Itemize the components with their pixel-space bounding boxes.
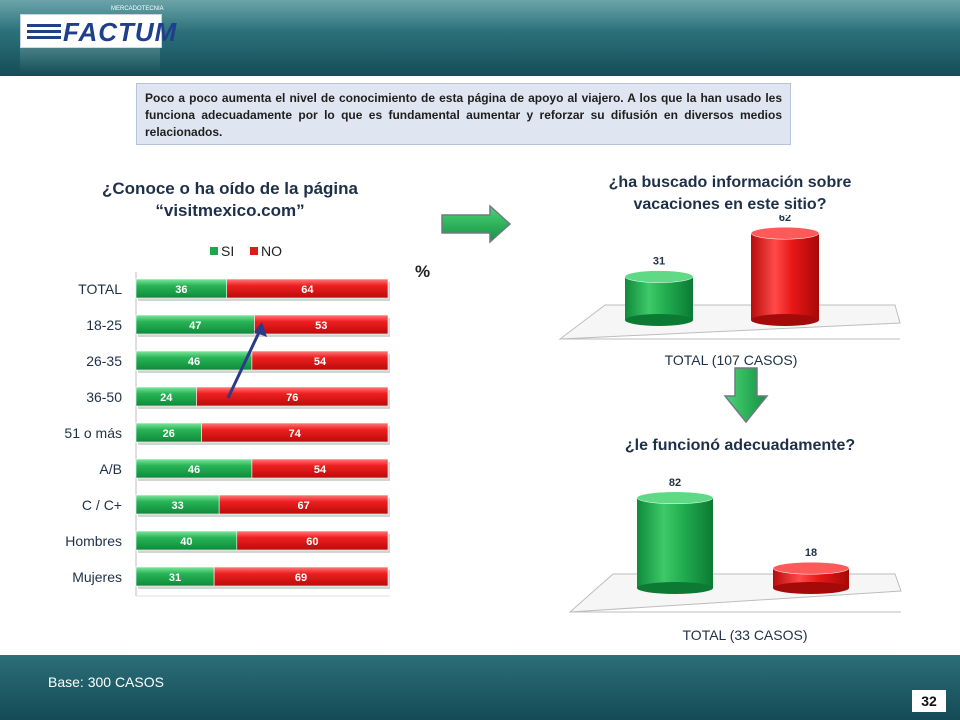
data-label-si: 33 [171,500,183,512]
category-label: Mujeres [72,569,122,585]
data-label-no: 62 [779,215,791,224]
right-question-2: ¿le funcionó adecuadamente? [624,437,856,454]
data-label-si: 46 [188,464,200,476]
down-arrow-icon [723,367,769,424]
bar-si [625,276,693,320]
right-question-1: ¿ha buscado información sobre vacaciones… [560,172,900,216]
data-label-no: 64 [301,284,314,296]
legend-swatch-si [210,247,218,255]
category-label: TOTAL [78,281,122,297]
data-label-no: 76 [286,392,298,404]
trend-arrow-icon [254,322,267,337]
logo-text: FACTUM [63,17,178,47]
data-label-si: 40 [180,536,192,548]
logo-stripe [27,24,61,27]
bar-top [750,226,820,240]
bar-no [201,422,389,443]
data-label-no: 18 [805,547,817,559]
data-label-si: 31 [169,572,181,584]
data-label-no: 67 [297,500,309,512]
bar-base [773,582,849,594]
bar-si [637,497,713,588]
data-label-no: 60 [306,536,318,548]
bar-no [196,386,389,407]
base-text: Base: 300 CASOS [48,674,164,690]
data-label-no: 53 [315,320,327,332]
logo-tagline: MERCADOTECNIA [111,6,164,12]
left-question-line2: “visitmexico.com” [155,201,305,220]
data-label-si: 31 [653,256,665,268]
category-label: 26-35 [86,353,122,369]
chart-floor [568,573,902,613]
page-number: 32 [912,690,946,712]
footer-bar [0,655,960,720]
chart-floor [558,304,901,340]
stacked-bars: TOTAL 36 64 18-25 47 53 26-35 46 54 36-50 24 76 51 o… [64,278,390,589]
bar-no [251,458,389,479]
data-label-si: 47 [189,320,201,332]
data-label-si: 82 [669,477,681,489]
logo-stripe [27,36,61,39]
data-label-si: 46 [188,356,200,368]
left-question-line1: ¿Conoce o ha oído de la página [102,179,358,198]
percent-label: % [415,262,431,281]
bar-top [624,270,694,283]
trend-arrow-line [226,325,264,399]
category-label: Hombres [65,533,122,549]
right-question-1-line2: vacaciones en este sitio? [633,196,827,213]
legend-label-no: NO [261,243,282,259]
data-label-no: 54 [314,464,327,476]
category-label: 18-25 [86,317,122,333]
bar-no [751,233,819,320]
legend: SI NO [210,243,282,259]
bar-base [625,314,693,326]
bar-no [226,278,389,299]
bar-top [636,491,714,505]
search-info-bar-chart: 31 62 TOTAL (107 CASOS) [558,215,901,368]
bar-no [218,494,389,515]
legend-label-si: SI [221,243,234,259]
factum-logo: FACTUM MERCADOTECNIA [20,6,176,48]
left-question: ¿Conoce o ha oído de la página “visitmex… [60,178,400,222]
category-label: 51 o más [64,425,122,441]
category-label: C / C+ [82,497,122,513]
category-label: 36-50 [86,389,122,405]
bar-top [772,561,850,575]
chart-axis-label: TOTAL (33 CASOS) [683,627,808,643]
awareness-stacked-bar-chart: SI NO TOTAL 36 64 18-25 47 53 26-35 46 54 36-50 24 7… [64,243,390,597]
intro-text-box: Poco a poco aumenta el nivel de conocimi… [136,83,791,145]
bar-no [213,566,389,587]
logo-reflection [20,46,160,74]
bar-no [236,530,389,551]
right-question-1-line1: ¿ha buscado información sobre [608,174,852,191]
bar-base [637,582,713,594]
functioned-bar-chart: 82 18 TOTAL (33 CASOS) [568,477,902,643]
data-label-no: 74 [289,428,302,440]
legend-swatch-no [250,247,258,255]
right-arrow-icon [441,204,512,244]
bar-no [251,350,389,371]
data-label-no: 54 [314,356,327,368]
chart-axis-label: TOTAL (107 CASOS) [665,352,798,368]
data-label-si: 24 [160,392,173,404]
data-label-si: 26 [163,428,175,440]
logo-stripe [27,30,61,33]
data-label-si: 36 [175,284,187,296]
bar-no [254,314,389,335]
data-label-no: 69 [295,572,307,584]
bar-base [751,314,819,326]
category-label: A/B [99,461,122,477]
